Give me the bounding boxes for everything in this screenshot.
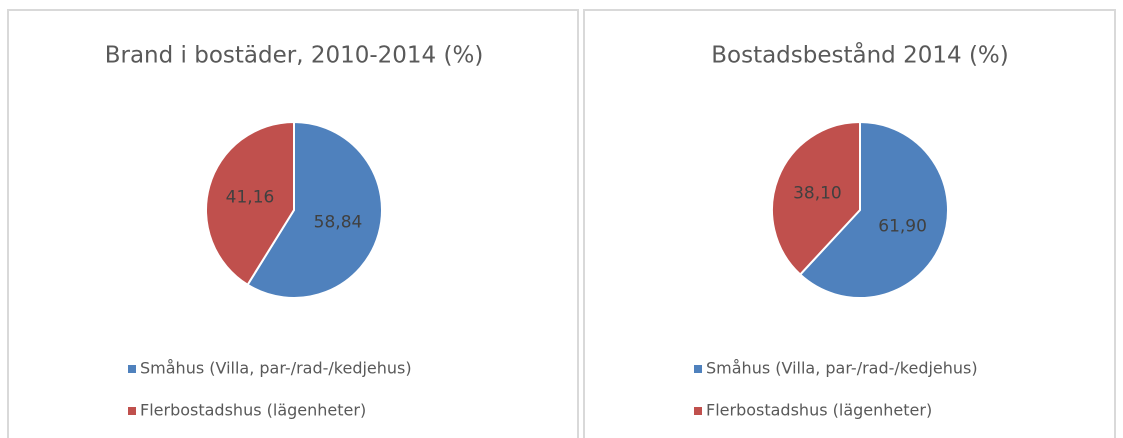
pie-slice (771, 120, 861, 276)
legend-label: Flerbostadshus (lägenheter) (140, 401, 366, 420)
legend-swatch (694, 365, 702, 373)
legend-swatch (128, 365, 136, 373)
chart-title: Brand i bostäder, 2010-2014 (%) (105, 43, 484, 69)
chart-title: Bostadsbestånd 2014 (%) (711, 41, 1009, 69)
legend-label: Småhus (Villa, par-/rad-/kedjehus) (706, 359, 978, 378)
legend-swatch (128, 407, 136, 415)
data-label: 38,10 (793, 183, 842, 203)
data-label: 58,84 (314, 213, 363, 233)
data-label: 41,16 (226, 187, 275, 207)
legend-label: Småhus (Villa, par-/rad-/kedjehus) (140, 359, 412, 378)
pie-slice (798, 120, 949, 299)
legend-label: Flerbostadshus (lägenheter) (706, 401, 932, 420)
data-label: 61,90 (878, 217, 927, 237)
pie-slice (246, 120, 383, 299)
legend-swatch (694, 407, 702, 415)
pie-slice (205, 120, 295, 287)
